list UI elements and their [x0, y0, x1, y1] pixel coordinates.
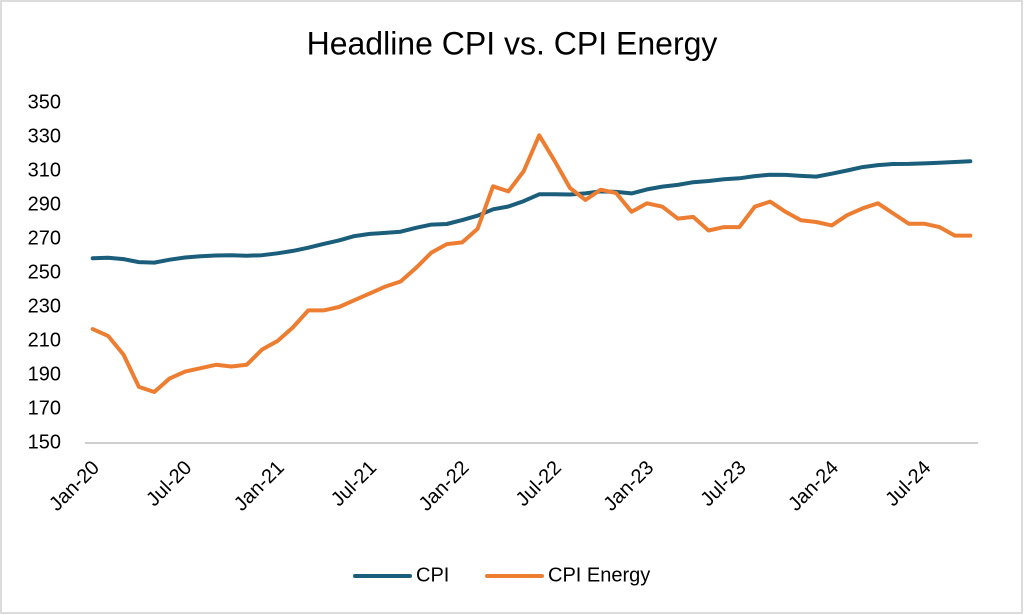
y-tick-label: 270: [28, 227, 61, 249]
y-tick-label: 210: [28, 329, 61, 351]
y-tick-label: 230: [28, 295, 61, 317]
series-line: [90, 133, 973, 394]
y-tick-label: 310: [28, 159, 61, 181]
y-tick-label: 290: [28, 193, 61, 215]
legend-label: CPI Energy: [548, 564, 650, 586]
y-tick-label: 350: [28, 91, 61, 113]
y-tick-label: 250: [28, 261, 61, 283]
legend-label: CPI: [416, 564, 449, 586]
series-line: [90, 159, 973, 265]
y-tick-label: 330: [28, 125, 61, 147]
y-tick-label: 190: [28, 363, 61, 385]
chart-title: Headline CPI vs. CPI Energy: [307, 25, 718, 61]
y-tick-label: 150: [28, 431, 61, 453]
y-tick-label: 170: [28, 397, 61, 419]
